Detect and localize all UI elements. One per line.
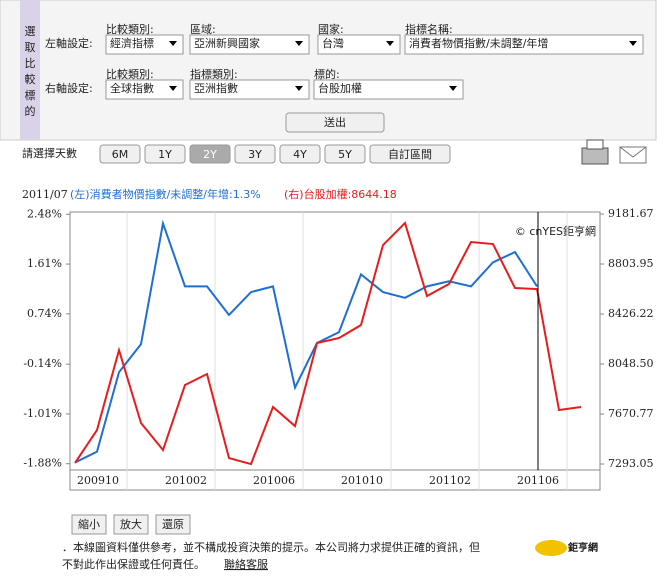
range-button[interactable] — [99, 144, 141, 164]
x-tick-label: 201106 — [517, 474, 559, 487]
side-char: 比 — [25, 57, 36, 70]
x-tick-label: 201006 — [253, 474, 295, 487]
select-box[interactable] — [313, 79, 464, 100]
range-text[interactable]: 6M — [112, 148, 129, 161]
side-char: 選 — [25, 25, 36, 38]
range-button[interactable] — [144, 144, 186, 164]
select-value[interactable]: 消費者物價指數/未調整/年增 — [409, 36, 548, 50]
mail-icon[interactable] — [619, 146, 647, 164]
chart-date: 2011/07 — [22, 188, 68, 201]
y-tick-label: -0.14% — [23, 357, 62, 370]
select-box[interactable] — [317, 34, 401, 55]
range-buttons: 6M 1Y 2Y 3Y 4Y 5Y 自訂區間 — [99, 144, 451, 164]
x-tick-label: 200910 — [77, 474, 119, 487]
x-tick-label: 201010 — [341, 474, 383, 487]
zoom-button[interactable] — [71, 514, 107, 535]
field-label: 標的: — [314, 67, 340, 81]
print-icon[interactable] — [581, 139, 609, 165]
plot-frame — [69, 211, 601, 491]
legend-left: (左)消費者物價指數/未調整/年增:1.3% — [70, 187, 261, 201]
select-box[interactable] — [404, 34, 644, 55]
select-value[interactable]: 全球指數 — [110, 81, 154, 95]
range-button[interactable] — [234, 144, 276, 164]
select-box[interactable] — [105, 79, 184, 100]
zoom-text[interactable]: 縮小 — [78, 517, 100, 531]
range-button[interactable] — [279, 144, 321, 164]
y-tick-label: 0.74% — [27, 307, 62, 320]
field-label: 比較類別: — [106, 67, 154, 81]
side-char: 較 — [25, 72, 36, 86]
select-arrow — [386, 41, 394, 46]
select-value[interactable]: 亞洲新興國家 — [194, 36, 260, 50]
select-value[interactable]: 台灣 — [322, 36, 344, 50]
range-button[interactable] — [324, 144, 366, 164]
select-box[interactable] — [105, 34, 184, 55]
y-tick-label: -1.88% — [23, 457, 62, 470]
watermark: © cnYES鉅亨網 — [515, 224, 596, 238]
select-box[interactable] — [189, 79, 310, 100]
field-label: 國家: — [318, 22, 344, 36]
zoom-button[interactable] — [155, 514, 191, 535]
left-axis-label: 左軸設定: — [45, 36, 93, 50]
select-arrow — [295, 86, 303, 91]
side-char: 取 — [25, 41, 36, 54]
side-char: 的 — [25, 104, 36, 118]
fields: 比較類別:經濟指標區域:亞洲新興國家國家:台灣指標名稱:消費者物價指數/未調整/… — [105, 22, 644, 100]
y-tick-label: -1.01% — [23, 407, 62, 420]
logo-mark — [535, 540, 567, 556]
side-strip — [20, 0, 40, 140]
field-label: 指標名稱: — [405, 22, 453, 36]
select-arrow — [295, 41, 303, 46]
select-arrow — [449, 86, 457, 91]
y2-tick-label: 8426.22 — [608, 307, 654, 320]
y-tick-label: 1.61% — [27, 257, 62, 270]
y2-tick-label: 8048.50 — [608, 357, 654, 370]
range-text[interactable]: 3Y — [248, 148, 262, 161]
select-value[interactable]: 經濟指標 — [110, 36, 154, 50]
side-char: 標 — [25, 88, 36, 102]
submit-text[interactable]: 送出 — [324, 115, 346, 129]
select-box[interactable] — [189, 34, 310, 55]
select-arrow — [169, 86, 177, 91]
y2-tick-label: 8803.95 — [608, 257, 654, 270]
zoom-text[interactable]: 還原 — [162, 518, 184, 531]
zoom-buttons: 縮小 放大 還原 — [71, 514, 191, 535]
range-button[interactable] — [189, 144, 231, 164]
field-label: 指標類別: — [190, 67, 238, 81]
y2-tick-label: 9181.67 — [608, 207, 654, 220]
x-tick-label: 201102 — [429, 474, 471, 487]
field-label: 區域: — [190, 23, 216, 36]
select-value[interactable]: 台股加權 — [318, 81, 362, 95]
select-arrow — [169, 41, 177, 46]
range-text[interactable]: 1Y — [158, 148, 172, 161]
logo-text: 鉅亨網 — [568, 541, 598, 554]
footer-text-2: 不對此作出保證或任何責任。 — [62, 557, 205, 571]
y-tick-label: 2.48% — [27, 207, 62, 220]
range-text[interactable]: 4Y — [293, 148, 307, 161]
range-text[interactable]: 5Y — [338, 148, 352, 161]
y2-tick-label: 7293.05 — [608, 457, 654, 470]
right-axis-label: 右軸設定: — [45, 81, 93, 95]
submit-button[interactable] — [285, 112, 385, 133]
series-line — [74, 219, 538, 464]
x-tick-label: 201002 — [165, 474, 207, 487]
footer-link[interactable]: 聯絡客服 — [224, 557, 268, 571]
range-text[interactable]: 2Y — [203, 148, 217, 161]
zoom-button[interactable] — [113, 514, 149, 535]
range-button[interactable] — [369, 144, 451, 164]
select-value[interactable]: 亞洲指數 — [194, 81, 238, 95]
series-line — [74, 221, 582, 466]
chart: 2.48% 1.61% 0.74% -0.14% -1.01% -1.88% 9181.67… — [23, 207, 654, 490]
range-label: 請選擇天數 — [22, 146, 77, 160]
y2-tick-label: 7670.77 — [608, 407, 654, 420]
field-label: 比較類別: — [106, 22, 154, 36]
range-text[interactable]: 自訂區間 — [388, 147, 432, 161]
select-arrow — [629, 41, 637, 46]
legend-right: (右)台股加權:8644.18 — [284, 187, 397, 201]
footer-text-1: ．本線圖資料僅供參考，並不構成投資決策的提示。本公司將力求提供正確的資訊，但 — [62, 540, 480, 554]
zoom-text[interactable]: 放大 — [120, 517, 142, 531]
